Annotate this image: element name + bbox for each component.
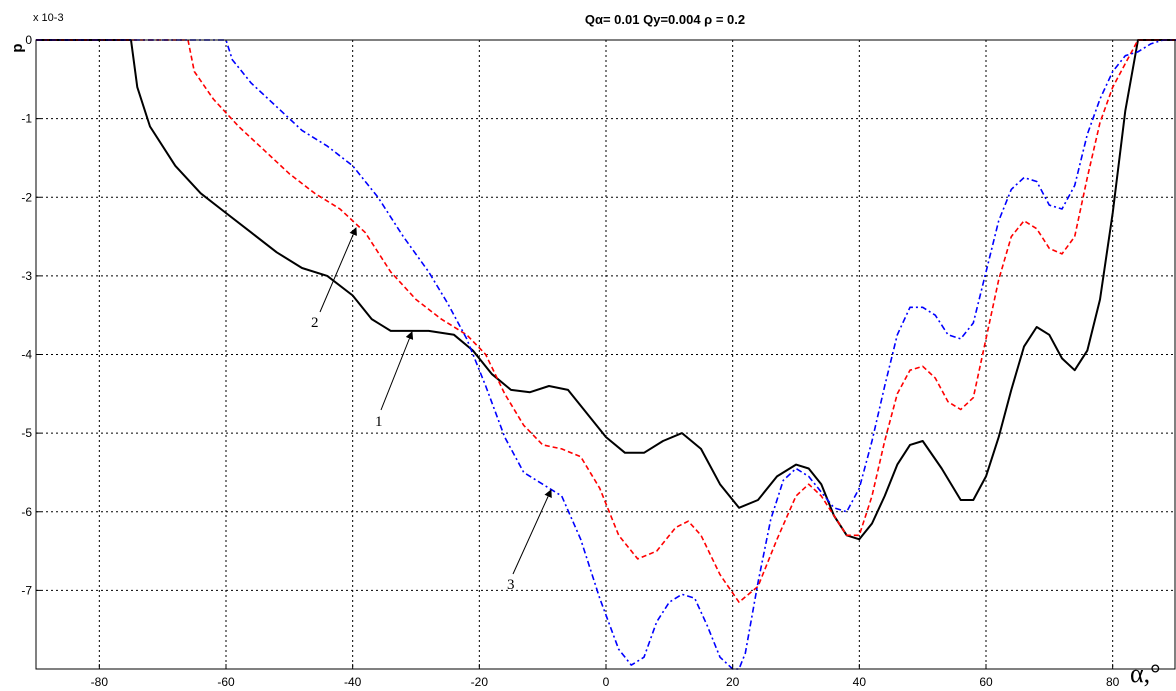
y-tick-label: -3: [21, 269, 32, 283]
y-tick-label: -5: [21, 426, 32, 440]
x-tick-label: -80: [91, 675, 109, 689]
series-line-3: [36, 39, 1176, 670]
x-tick-label: -60: [217, 675, 235, 689]
x-tick-label: -20: [471, 675, 489, 689]
x-tick-label: 0: [603, 675, 610, 689]
y-tick-label: -1: [21, 112, 32, 126]
annotation-arrow: [380, 331, 414, 411]
annotation-arrow: [512, 489, 552, 575]
annotation-arrow: [319, 227, 357, 313]
y-tick-label: -2: [21, 190, 32, 204]
y-tick-label: -6: [21, 505, 32, 519]
ticks: -80 -60 -40 -20 0 20 40 60 80 0 -1 -2 -3 -4 -5 -6 -7: [21, 33, 1119, 689]
y-multiplier: x 10-3: [33, 12, 64, 24]
annotation-label: 2: [311, 315, 319, 331]
x-axis-label: α,°: [1130, 659, 1161, 688]
annotation-label: 1: [375, 414, 383, 430]
annotations: 1 2 3: [311, 227, 552, 593]
x-tick-label: -40: [344, 675, 362, 689]
chart-title: Qα= 0.01 Qy=0.004 ρ = 0.2: [585, 12, 745, 27]
x-tick-label: 20: [726, 675, 740, 689]
x-tick-label: 80: [1106, 675, 1120, 689]
y-tick-label: -7: [21, 583, 32, 597]
x-tick-label: 60: [979, 675, 993, 689]
y-tick-label: -4: [21, 348, 32, 362]
x-tick-label: 40: [853, 675, 867, 689]
series-line-1: [36, 39, 1176, 541]
annotation-label: 3: [507, 577, 515, 593]
grid: [36, 40, 1176, 669]
y-axis-label: p: [9, 43, 26, 52]
series-line-2: [36, 39, 1176, 603]
y-tick-label: 0: [25, 33, 32, 47]
series-group: [36, 39, 1176, 670]
